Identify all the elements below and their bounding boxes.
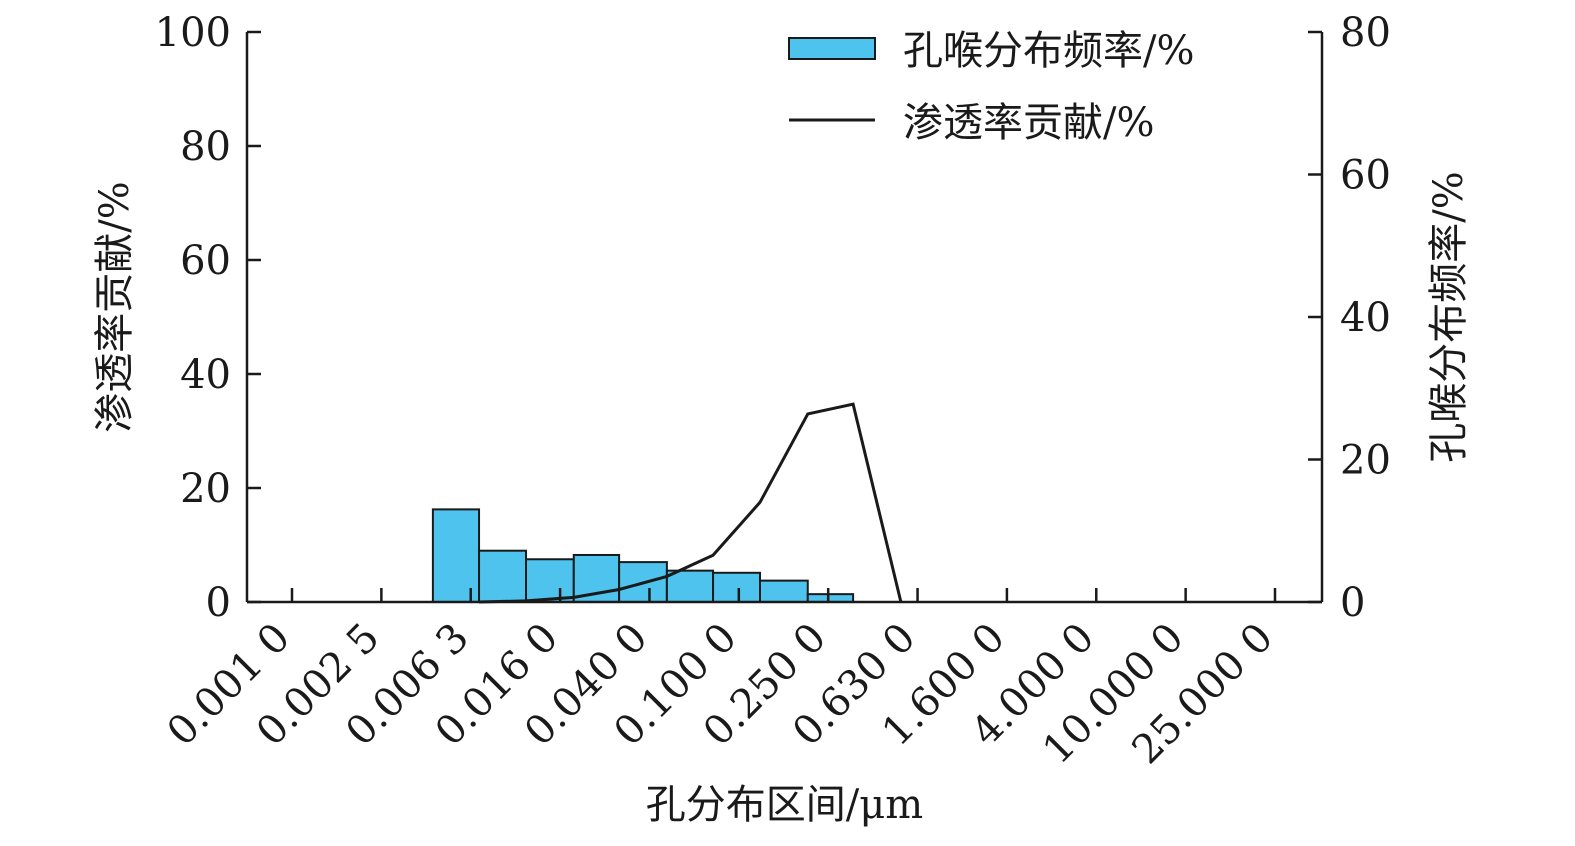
left-y-tick-label-1: 20 bbox=[180, 466, 231, 512]
x-axis-title: 孔分布区间/μm bbox=[646, 782, 923, 828]
legend-bar-swatch bbox=[788, 37, 876, 60]
histogram-bar-0 bbox=[431, 508, 481, 603]
histogram-bar-2 bbox=[525, 558, 575, 603]
histogram-bar-1 bbox=[478, 549, 527, 604]
axes bbox=[245, 32, 1324, 604]
right-y-tick-label-2: 40 bbox=[1340, 295, 1391, 341]
left-y-tick-label-3: 60 bbox=[180, 238, 231, 284]
histogram-bar-7 bbox=[759, 579, 809, 603]
legend-bar-label: 孔喉分布频率/% bbox=[903, 28, 1194, 74]
histogram-bar-5 bbox=[665, 569, 715, 604]
permeability-contribution-line bbox=[478, 402, 903, 604]
legend-line-label: 渗透率贡献/% bbox=[903, 100, 1154, 146]
left-y-tick-label-2: 40 bbox=[180, 352, 231, 398]
legend: 孔喉分布频率/% 渗透率贡献/% bbox=[788, 28, 1194, 146]
right-y-tick-label-4: 80 bbox=[1340, 10, 1391, 56]
right-y-tick-label-0: 0 bbox=[1340, 580, 1365, 626]
histogram-bar-6 bbox=[712, 571, 762, 603]
left-y-tick-label-0: 0 bbox=[206, 580, 231, 626]
left-y-axis-title: 渗透率贡献/% bbox=[92, 181, 138, 432]
left-y-tick-label-4: 80 bbox=[180, 124, 231, 170]
right-y-tick-label-3: 60 bbox=[1340, 153, 1391, 199]
left-y-tick-label-5: 100 bbox=[155, 10, 231, 56]
plot-area bbox=[431, 402, 903, 604]
right-y-tick-label-1: 20 bbox=[1340, 438, 1391, 484]
right-y-axis-title: 孔喉分布频率/% bbox=[1426, 171, 1472, 462]
